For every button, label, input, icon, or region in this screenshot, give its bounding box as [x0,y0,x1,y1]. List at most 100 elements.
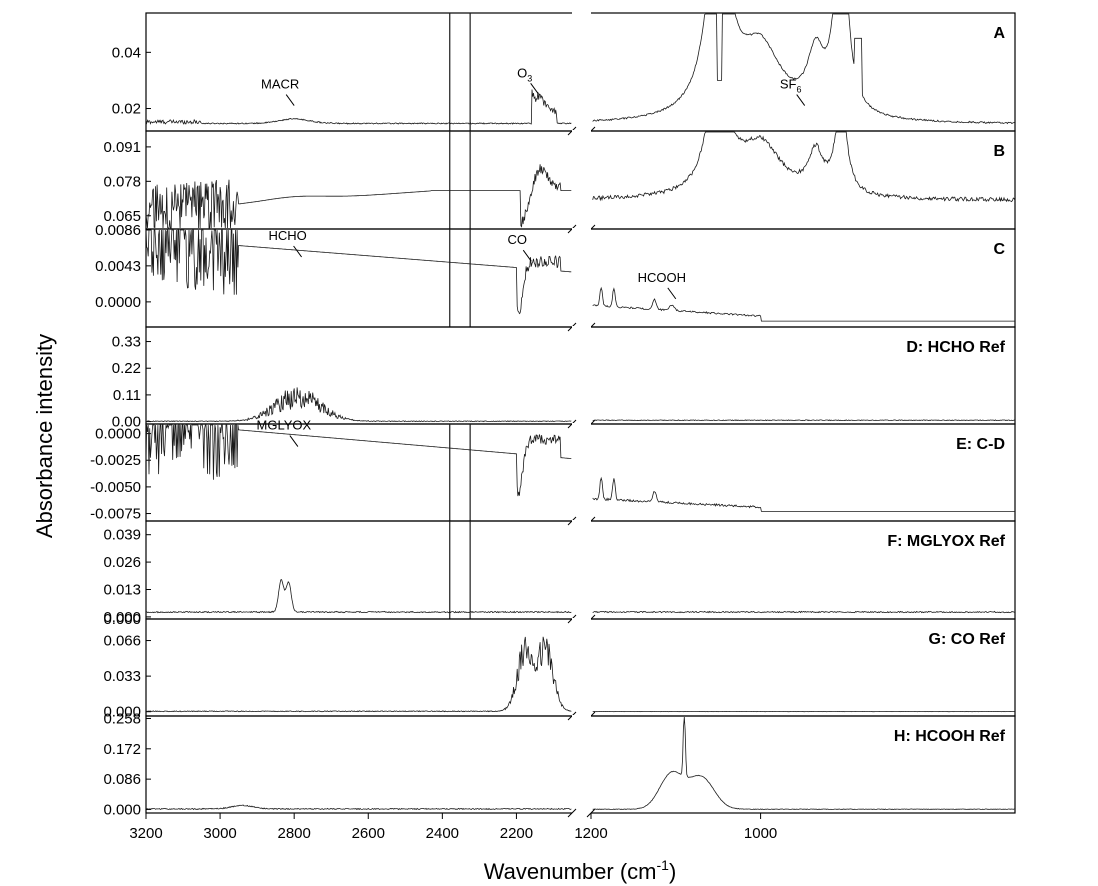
y-tick-label: 0.11 [113,387,141,404]
annotation-label: HCOOH [638,270,686,285]
y-tick-label: 0.33 [112,334,141,351]
annotation-arrow [796,94,806,106]
y-tick-label: -0.0050 [90,479,141,496]
spectrum-line-right [592,131,1016,203]
panel-a: 0.02 0.04 A MACR O3 SF6 [112,12,1016,136]
y-tick-label: 0.258 [103,710,141,727]
annotation-arrow [289,435,299,447]
y-tick-label: 0.0086 [95,222,141,239]
spectrum-line-left [146,579,572,614]
spectrum-line-left [145,636,572,713]
spectrum-line-left [145,89,572,125]
axis-break-gap [572,520,591,620]
annotation-arrow [530,82,540,95]
x-axis-title-close: ) [669,859,676,884]
annotation-label: CO [508,232,528,247]
y-tick-label: 0.000 [103,704,141,721]
x-axis-title-superscript: -1 [657,857,670,873]
axis-break-gap [572,618,591,717]
y-tick-label: 0.0000 [95,294,141,311]
axis-break-gap [572,715,591,814]
panel-label: E: C-D [956,436,1005,453]
spectrum-line-left [145,423,572,497]
annotation-label: SF6 [780,77,802,95]
panel-label: C [993,241,1005,258]
y-tick-label: 0.172 [103,741,141,758]
y-tick-label: 0.0043 [95,258,141,275]
y-tick-label: 0.026 [103,554,141,571]
spectrum-line-left [145,387,572,423]
y-tick-label: 0.22 [112,360,141,377]
axis-break-gap [572,423,591,522]
axis-break-gap [572,228,591,328]
y-tick-label: 0.039 [103,527,141,544]
y-tick-label: 0.0000 [95,426,141,443]
y-tick-label: 0.086 [103,771,141,788]
y-tick-label: 0.000 [103,609,141,626]
axis-break-gap [572,12,591,132]
spectrum-line-right [592,716,1016,810]
y-tick-label: -0.0025 [90,452,141,469]
y-tick-label: 0.000 [103,801,141,818]
spectrum-line-right [592,610,1015,614]
annotation-arrow [293,245,302,258]
annotation-subscript: 3 [527,73,532,83]
axis-break-gap [572,326,591,425]
x-tick-label: 2600 [352,825,385,842]
annotation-label: HCHO [268,228,306,243]
y-tick-label: 0.066 [103,633,141,650]
spectrum-line-right [592,419,1016,422]
y-tick-label: 0.065 [103,208,141,225]
spectrum-line-right [592,13,1016,125]
panel-label: D: HCHO Ref [906,339,1005,356]
y-tick-label: 0.00 [112,414,141,431]
axis-break-mark [567,808,577,818]
panel-label: B [993,143,1005,160]
annotation-arrow [285,94,295,106]
panel-g: 0.000 0.033 0.066 G: CO Ref [103,618,1016,721]
x-axis: 3200 3000 2800 2600 2400 2200 1200 1000 [129,813,777,842]
y-tick-label: 0.02 [112,101,141,118]
y-axis-title: Absorbance intensity [32,334,57,538]
y-tick-label: 0.000 [103,611,141,628]
x-tick-label: 3200 [129,825,162,842]
y-tick-label: -0.0075 [90,506,141,523]
x-tick-label: 2400 [426,825,459,842]
y-tick-label: 0.013 [103,581,141,598]
panel-h: 0.000 0.086 0.172 0.258 H: HCOOH Ref [103,710,1016,818]
annotation-subscript: 6 [797,85,802,95]
spectrum-line-left [146,804,572,811]
x-tick-label: 1000 [744,825,777,842]
panel-b: 0.065 0.078 0.091 B [103,130,1016,234]
x-tick-label: 2800 [277,825,310,842]
y-tick-label: 0.033 [103,668,141,685]
spectrum-line-left [145,164,572,229]
y-tick-label: 0.04 [112,44,141,61]
annotation-arrow [667,287,677,300]
spectrum-line-right [592,286,1015,322]
y-tick-label: 0.091 [103,139,141,156]
panel-c: 0.0000 0.0043 0.0086 C HCHO CO HCOOH [95,222,1016,332]
panel-e: 0.0000 -0.0025 -0.0050 -0.0075 E: C-D MGLYOX [90,418,1016,526]
x-tick-label: 3000 [203,825,236,842]
x-tick-label: 1200 [574,825,607,842]
x-axis-title-main: Wavenumber (cm [484,859,657,884]
annotation-label: O3 [517,65,532,83]
annotation-label: MGLYOX [257,418,312,433]
panel-label: H: HCOOH Ref [894,728,1006,745]
spectrum-line-right [592,476,1015,512]
x-tick-label: 2200 [500,825,533,842]
panel-label: A [993,25,1005,42]
panel-d: 0.00 0.11 0.22 0.33 D: HCHO Ref [112,326,1016,431]
y-tick-label: 0.078 [103,173,141,190]
annotation-arrow [522,249,532,262]
spectrum-line-left [145,228,572,315]
panel-label: F: MGLYOX Ref [887,533,1005,550]
panel-label: G: CO Ref [929,631,1006,648]
annotation-label: MACR [261,77,299,92]
axis-break-gap [572,130,591,230]
x-axis-title: Wavenumber (cm-1) [484,857,677,884]
